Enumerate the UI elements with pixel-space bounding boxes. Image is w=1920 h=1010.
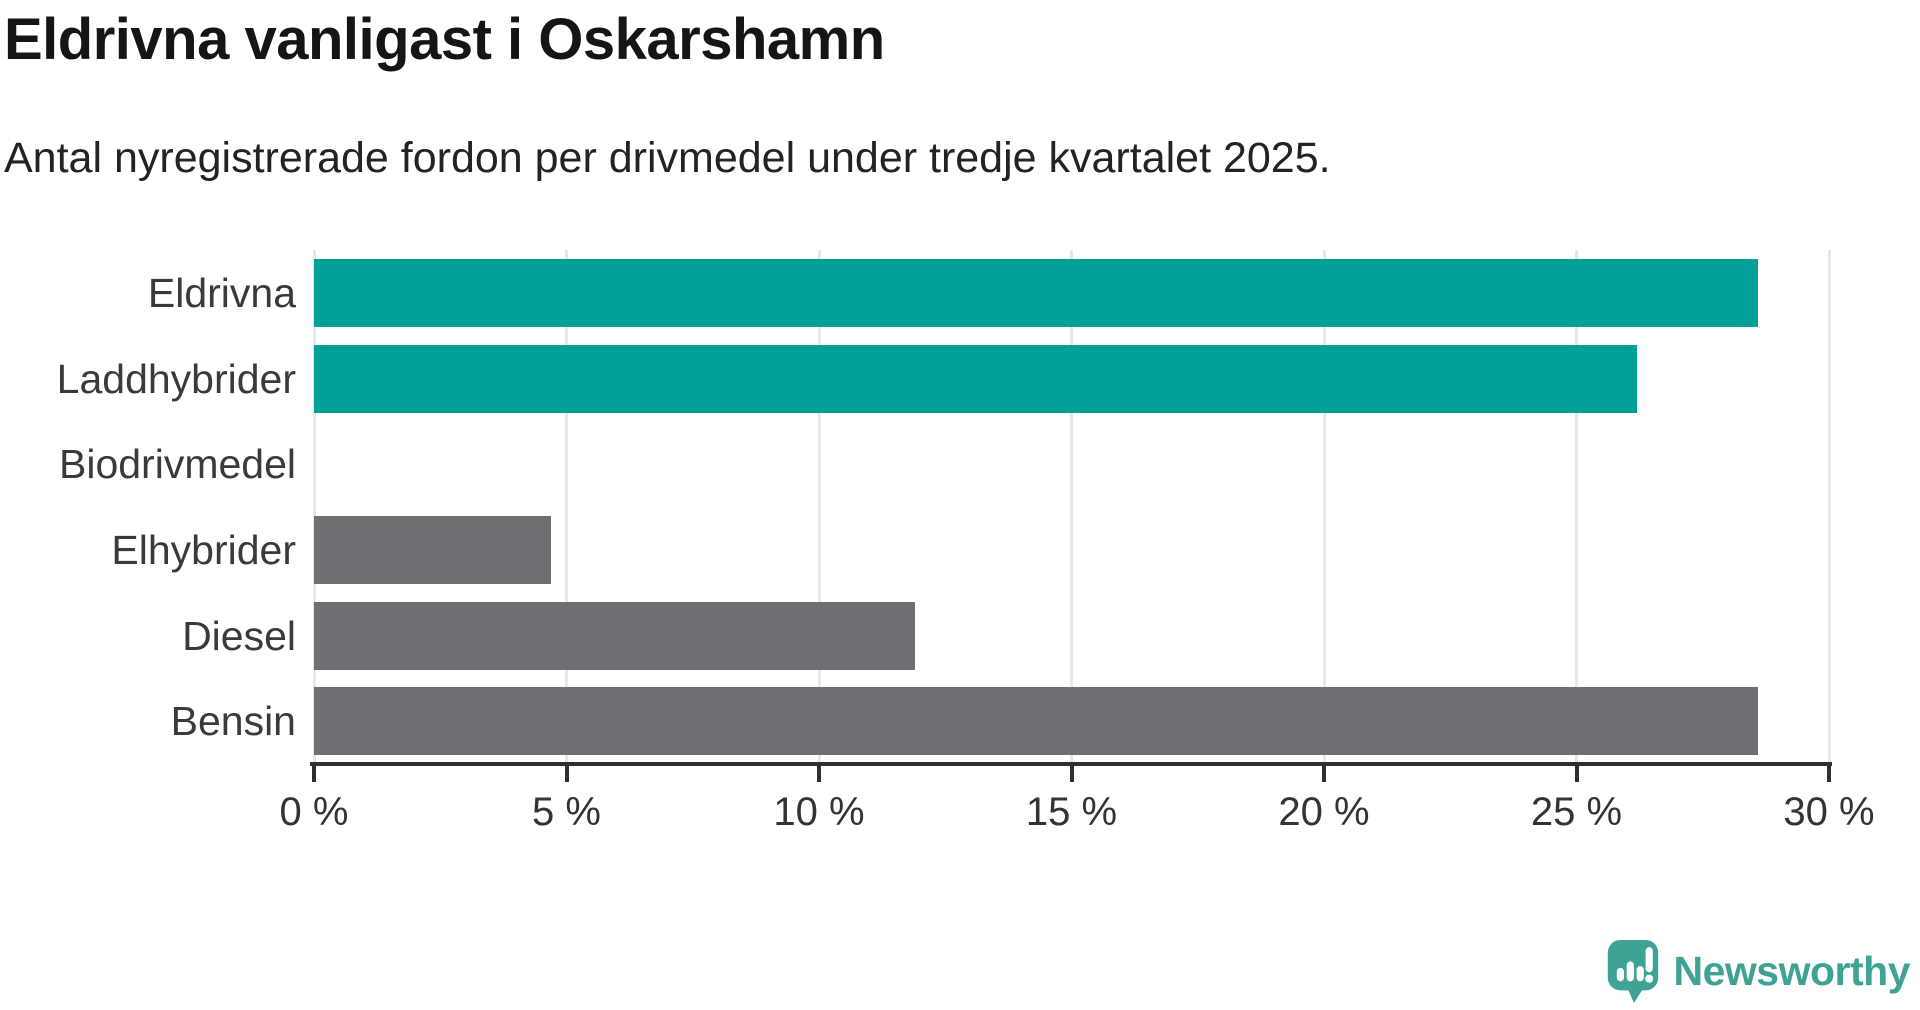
brand-name: Newsworthy xyxy=(1673,947,1911,994)
brand-footer: Newsworthy xyxy=(1606,938,1911,1004)
gridline xyxy=(565,250,568,764)
gridline xyxy=(817,250,821,764)
x-tick-label: 5 % xyxy=(532,790,601,834)
newsworthy-logo-icon xyxy=(1606,938,1660,1004)
bar-elhybrider xyxy=(314,515,552,584)
category-label-laddhybrider: Laddhybrider xyxy=(56,355,296,402)
x-tick-label: 15 % xyxy=(1025,790,1118,834)
bar-bensin xyxy=(314,687,1759,756)
x-tick-label: 10 % xyxy=(773,790,865,834)
x-tick xyxy=(564,764,569,782)
bar-diesel xyxy=(314,601,915,670)
x-tick xyxy=(1069,764,1074,782)
gridline xyxy=(1575,250,1578,764)
x-tick xyxy=(817,764,821,782)
x-tick xyxy=(312,764,316,782)
category-label-biodrivmedel: Biodrivmedel xyxy=(59,441,296,488)
x-tick xyxy=(1827,764,1831,782)
gridline xyxy=(1827,250,1831,764)
gridline xyxy=(1070,250,1073,764)
bar-eldrivna xyxy=(314,258,1759,327)
gridline xyxy=(312,250,316,764)
category-label-eldrivna: Eldrivna xyxy=(147,269,296,316)
x-tick-label: 30 % xyxy=(1783,790,1875,834)
category-label-bensin: Bensin xyxy=(170,698,296,745)
x-tick xyxy=(1574,764,1579,782)
x-tick-label: 25 % xyxy=(1530,790,1623,834)
category-label-diesel: Diesel xyxy=(182,612,296,659)
chart-title: Eldrivna vanligast i Oskarshamn xyxy=(4,7,885,72)
x-tick-label: 20 % xyxy=(1278,790,1370,834)
bar-laddhybrider xyxy=(314,344,1638,413)
gridline xyxy=(1322,250,1326,764)
chart-subtitle: Antal nyregistrerade fordon per drivmede… xyxy=(4,134,1331,182)
category-label-elhybrider: Elhybrider xyxy=(111,526,296,573)
x-tick xyxy=(1322,764,1326,782)
x-tick-label: 0 % xyxy=(279,790,349,834)
